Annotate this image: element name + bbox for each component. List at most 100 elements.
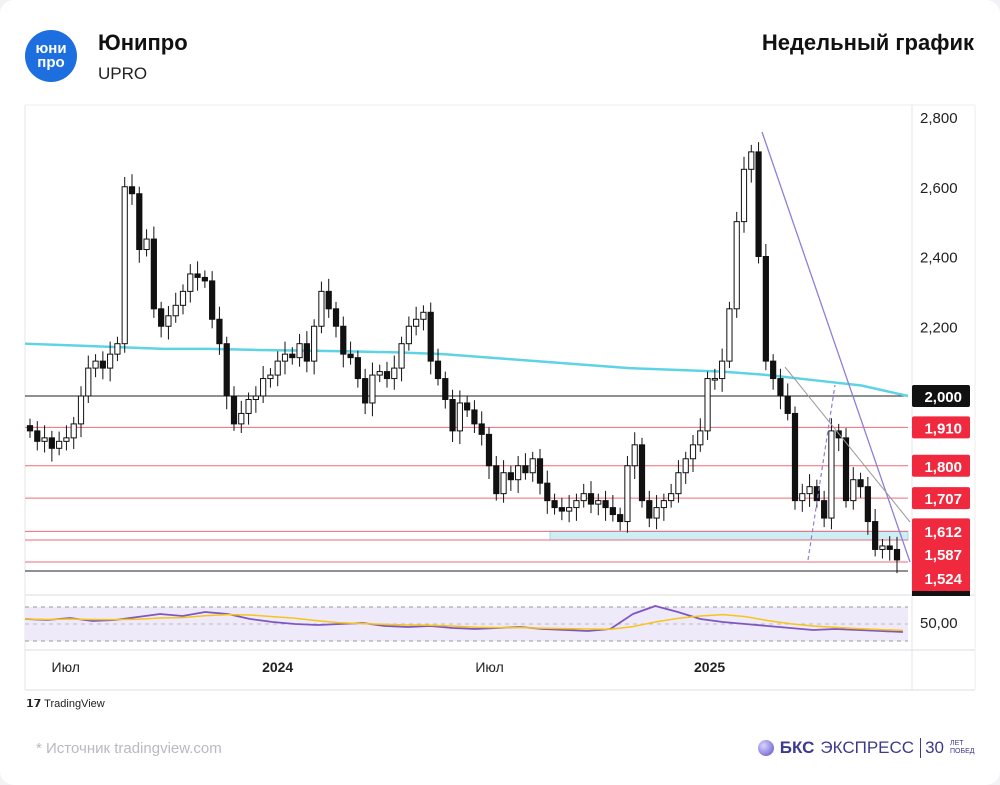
candle: [668, 483, 675, 508]
candle: [573, 493, 580, 521]
candle: [842, 428, 850, 508]
period-title: Недельный график: [761, 30, 974, 55]
candle: [354, 350, 361, 388]
tradingview-text: TradingView: [44, 698, 105, 710]
candle-body: [114, 343, 121, 355]
candle: [362, 368, 369, 415]
candle-body: [799, 493, 806, 502]
candle: [646, 490, 653, 528]
candle-body: [638, 444, 646, 502]
candle-body: [784, 395, 791, 414]
candle-body: [136, 193, 143, 251]
candle: [835, 423, 842, 452]
candle: [872, 508, 879, 557]
candle-body: [128, 186, 136, 195]
candle: [464, 396, 471, 417]
current-price-label: [912, 591, 970, 596]
candle-body: [56, 440, 63, 449]
candle: [828, 418, 835, 530]
candle: [281, 341, 289, 375]
candle-body: [755, 151, 762, 257]
candle: [398, 336, 405, 382]
candle-body: [391, 367, 398, 380]
candle: [165, 306, 172, 340]
candle-body: [165, 315, 172, 327]
candle-body: [405, 325, 412, 345]
candle: [434, 348, 442, 386]
candle: [114, 336, 121, 362]
candle-body: [493, 465, 500, 495]
candle: [41, 425, 48, 453]
candle-body: [748, 151, 755, 170]
candle-body: [617, 514, 624, 523]
candle-body: [92, 360, 99, 369]
candle: [726, 301, 733, 369]
candle-body: [872, 521, 879, 550]
candle: [879, 538, 886, 559]
price-label: 1,612: [924, 524, 962, 541]
candle: [544, 470, 551, 514]
candle: [733, 211, 740, 318]
candle: [230, 386, 238, 431]
candle-body: [238, 412, 245, 425]
price-label-bg: [912, 385, 970, 407]
candle-body: [828, 430, 835, 519]
brand-bold: БКС: [779, 738, 815, 757]
candle: [471, 400, 478, 433]
candle-body: [427, 311, 434, 362]
candle: [347, 341, 354, 365]
candle: [675, 460, 682, 503]
candle-body: [70, 423, 77, 439]
candle: [719, 348, 726, 392]
candle: [179, 284, 187, 315]
company-title: Юнипро: [98, 30, 188, 55]
candle: [311, 319, 318, 375]
candlestick-chart: 2,800 2,600 2,400 2,200 Июл 2024 Июл 2025 2,000 1…: [24, 104, 976, 691]
candle-body: [201, 276, 208, 282]
candle: [201, 270, 208, 288]
candle-body: [187, 273, 194, 292]
candle: [748, 144, 755, 183]
candle: [194, 261, 201, 291]
candle: [755, 142, 762, 264]
candle-body: [777, 378, 784, 397]
candle: [529, 451, 536, 482]
y-tick-label: 2,800: [920, 110, 958, 127]
candle: [493, 455, 500, 501]
candle-body: [216, 318, 223, 345]
candle: [624, 455, 631, 533]
candle: [522, 453, 529, 480]
candle: [893, 536, 901, 574]
candle-body: [121, 186, 128, 345]
candle-body: [857, 479, 864, 488]
price-label-stack-bg: [912, 518, 970, 595]
candle: [704, 371, 711, 440]
candle-body: [464, 402, 471, 411]
candle: [383, 361, 391, 388]
candle-body: [296, 343, 303, 359]
candle: [238, 400, 245, 433]
y-tick-label: 2,400: [920, 250, 958, 267]
candle-body: [303, 343, 310, 362]
candle: [638, 437, 646, 508]
candle-body: [558, 507, 565, 512]
candle: [56, 431, 63, 456]
candle: [602, 490, 609, 521]
candle-body: [806, 486, 813, 495]
trendline-dashed: [807, 384, 836, 561]
candle: [485, 427, 493, 480]
candle-body: [456, 402, 463, 432]
candle-body: [420, 311, 427, 320]
candle-body: [442, 378, 449, 400]
candle: [595, 493, 602, 516]
candle-body: [791, 412, 799, 502]
candle: [128, 174, 136, 205]
candle-body: [595, 500, 602, 505]
candle-body: [179, 290, 187, 306]
candle: [864, 476, 871, 535]
candle-body: [311, 325, 318, 362]
candle: [369, 362, 376, 417]
candle-body: [318, 290, 325, 327]
candle-body: [449, 398, 456, 432]
candle-body: [325, 290, 332, 310]
